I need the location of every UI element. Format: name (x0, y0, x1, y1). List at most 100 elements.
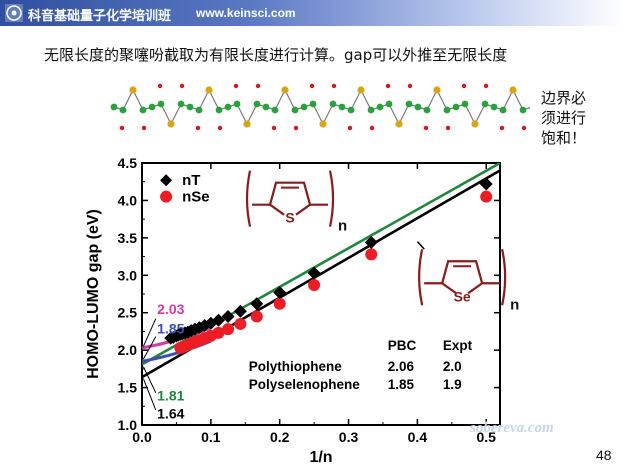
carbon-sphere (224, 103, 232, 111)
hydrogen-sphere (445, 125, 451, 131)
hydrogen-sphere (119, 125, 125, 131)
site-url[interactable]: www.keinsci.com (196, 6, 296, 20)
carbon-sphere (376, 103, 384, 111)
selenophene-structure: Se n (418, 249, 519, 313)
table-cell: Polyselenophene (249, 377, 361, 392)
nT-data-point (364, 235, 378, 249)
repeat-subscript: n (510, 296, 519, 313)
side-note: 边界必 须进行 饱和！ (541, 88, 613, 148)
carbon-sphere (215, 106, 223, 114)
nT-data-point (273, 286, 287, 300)
table-header: PBC (388, 338, 417, 353)
header-bar: 科音基础量子化学培训班 www.keinsci.com (0, 0, 624, 26)
nSe-data-point (273, 297, 286, 310)
bracket-right (328, 170, 335, 227)
watermark: sobereva.com (470, 420, 554, 436)
polymer-chain-illustration (110, 83, 530, 131)
carbon-sphere (195, 106, 203, 114)
carbon-sphere (405, 100, 413, 108)
heteroatom-sphere (433, 86, 441, 94)
structure-pointer (416, 241, 425, 250)
carbon-sphere (519, 106, 527, 114)
heteroatom-sphere (319, 120, 327, 128)
hydrogen-sphere (407, 83, 413, 89)
x-tick-label: 0.4 (408, 429, 428, 445)
annotation-green: 1.81 (157, 387, 184, 403)
logo-icon (5, 4, 23, 22)
carbon-sphere (271, 106, 279, 114)
hydrogen-sphere (179, 83, 185, 89)
legend-marker-nT (160, 174, 173, 187)
hydrogen-sphere (385, 83, 391, 89)
carbon-sphere (423, 106, 431, 114)
legend-label-nSe: nSe (182, 189, 210, 206)
carbon-sphere (490, 103, 498, 111)
hydrogen-sphere (483, 83, 489, 89)
hydrogen-sphere (369, 125, 375, 131)
carbon-sphere (338, 103, 346, 111)
y-tick-label: 1.0 (118, 417, 138, 433)
table-cell: 2.0 (443, 359, 462, 374)
annotation-magenta: 2.03 (157, 301, 184, 317)
hydrogen-sphere (309, 83, 315, 89)
carbon-sphere (385, 100, 393, 108)
heteroatom-label: S (285, 210, 294, 226)
carbon-sphere (309, 100, 317, 108)
carbon-sphere (452, 103, 460, 111)
nT-data-point (250, 297, 264, 311)
carbon-sphere (443, 106, 451, 114)
annotation-blue: 1.85 (157, 321, 184, 337)
hydrogen-sphere (347, 125, 353, 131)
legend-marker-nSe (160, 190, 173, 203)
hydrogen-sphere (423, 125, 429, 131)
nSe-data-point (174, 341, 187, 354)
nSe-data-point (308, 279, 321, 292)
hydrogen-sphere (157, 83, 163, 89)
gap-vs-inverse-length-chart: 1.0 1.5 2.0 2.5 3.0 3.5 4.0 4.5 0.0 0.1 0.2 0.3 0.4 0… (85, 155, 519, 466)
table-header: Expt (443, 338, 473, 353)
carbon-sphere (461, 100, 469, 108)
heteroatom-sphere (471, 120, 479, 128)
y-tick-label: 4.0 (118, 192, 138, 208)
carbon-sphere (139, 106, 147, 114)
carbon-sphere (347, 106, 355, 114)
brand-name: 科音基础量子化学培训班 (28, 9, 172, 24)
carbon-sphere (110, 103, 118, 111)
nSe-data-point (480, 190, 493, 203)
carbon-sphere (291, 106, 299, 114)
heteroatom-sphere (167, 120, 175, 128)
annotation-leader-line (142, 336, 157, 360)
heteroatom-sphere (395, 120, 403, 128)
table-cell: 1.85 (388, 377, 415, 392)
x-tick-label: 0.3 (339, 429, 359, 445)
legend-label-nT: nT (182, 172, 200, 189)
y-axis-label: HOMO-LUMO gap (eV) (85, 209, 102, 379)
carbon-sphere (177, 100, 185, 108)
heteroatom-sphere (205, 86, 213, 94)
y-tick-label: 4.5 (118, 155, 138, 171)
annotation-leader-line (142, 378, 157, 411)
side-note-line: 饱和！ (541, 129, 587, 147)
nT-data-point (233, 304, 247, 318)
nT-data-point (164, 331, 178, 345)
carbon-sphere (157, 100, 165, 108)
repeat-subscript: n (338, 218, 347, 235)
hydrogen-sphere (461, 83, 467, 89)
x-axis-label: 1/n (309, 449, 332, 466)
x-tick-label: 0.2 (270, 429, 290, 445)
y-tick-label: 2.0 (118, 342, 138, 358)
heteroatom-sphere (281, 86, 289, 94)
annotation-black: 1.64 (157, 405, 184, 421)
x-tick-label: 0.0 (132, 429, 152, 445)
heteroatom-label: Se (454, 288, 471, 304)
carbon-sphere (414, 103, 422, 111)
slide-headline: 无限长度的聚噻吩截取为有限长度进行计算。gap可以外推至无限长度 (44, 46, 508, 64)
carbon-sphere (499, 106, 507, 114)
carbon-sphere (481, 100, 489, 108)
hydrogen-sphere (141, 125, 147, 131)
y-tick-label: 2.5 (118, 305, 138, 321)
carbon-sphere (119, 106, 127, 114)
nT-data-point (211, 313, 225, 327)
hydrogen-sphere (195, 125, 201, 131)
side-note-line: 须进行 (541, 109, 587, 127)
